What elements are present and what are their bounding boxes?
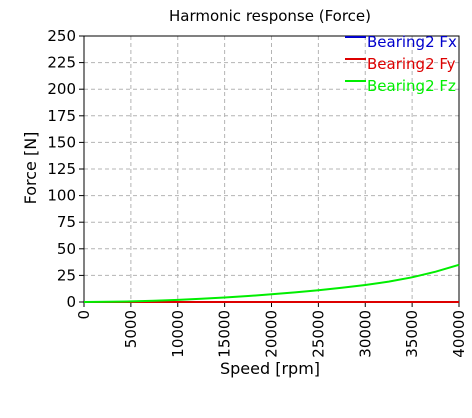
y-tick-label: 175	[47, 107, 76, 125]
x-tick-label: 30000	[356, 310, 374, 358]
y-tick-label: 250	[47, 27, 76, 45]
x-tick-label: 25000	[309, 310, 327, 358]
x-tick-label: 10000	[169, 310, 187, 358]
x-tick-label: 0	[75, 310, 93, 320]
x-tick-label: 15000	[216, 310, 234, 358]
y-axis-label: Force [N]	[21, 132, 40, 205]
y-tick-label: 100	[47, 187, 76, 205]
y-tick-label: 25	[57, 266, 76, 284]
y-tick-label: 125	[47, 160, 76, 178]
legend-label-bearing2-fx: Bearing2 Fx	[367, 33, 457, 51]
series-line-bearing2-fz	[83, 263, 460, 303]
y-tick-label: 0	[66, 293, 76, 311]
chart-title: Harmonic response (Force)	[169, 7, 371, 25]
series-lines	[83, 263, 460, 303]
x-tick-label: 40000	[450, 310, 468, 358]
legend-label-bearing2-fy: Bearing2 Fy	[367, 55, 456, 73]
x-axis-label: Speed [rpm]	[220, 359, 320, 378]
axes: 0 25 50 75 100 125 150 175 200 225 250 0 5000 10000 15…	[47, 27, 468, 358]
x-tick-label: 5000	[122, 310, 140, 348]
legend: Bearing2 Fx Bearing2 Fy Bearing2 Fz	[345, 33, 457, 95]
x-tick-label: 20000	[263, 310, 281, 358]
y-tick-label: 200	[47, 80, 76, 98]
y-tick-label: 75	[57, 213, 76, 231]
y-tick-label: 150	[47, 133, 76, 151]
grid	[84, 36, 459, 302]
x-tick-label: 35000	[403, 310, 421, 358]
y-tick-label: 50	[57, 240, 76, 258]
legend-label-bearing2-fz: Bearing2 Fz	[367, 77, 456, 95]
y-tick-label: 225	[47, 54, 76, 72]
